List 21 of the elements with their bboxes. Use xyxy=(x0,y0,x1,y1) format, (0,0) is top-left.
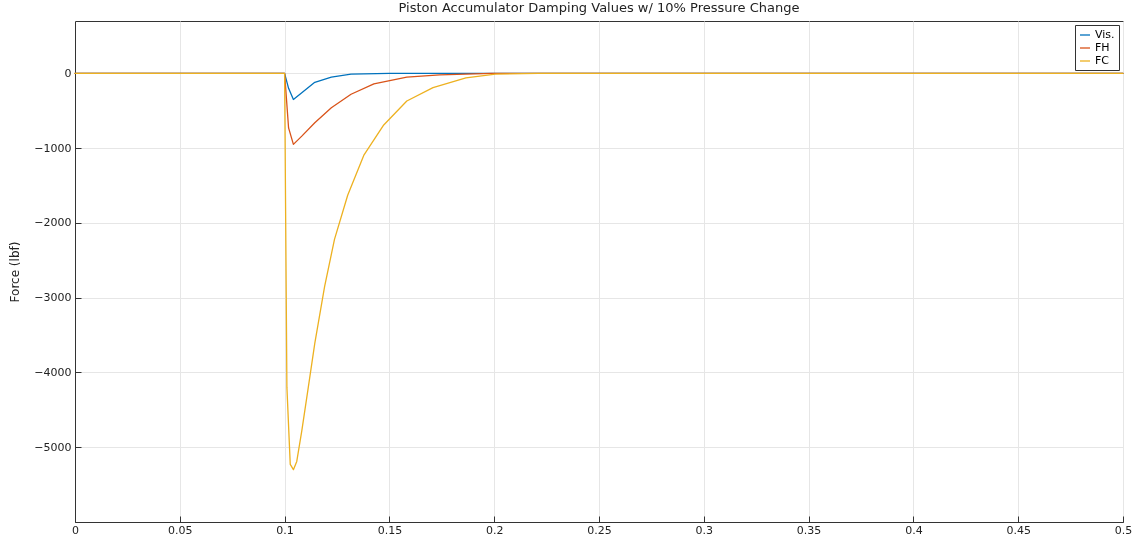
x-tick-label: 0.4 xyxy=(905,523,923,537)
x-tick-label: 0.3 xyxy=(695,523,714,537)
y-tick-label: −1000 xyxy=(34,141,72,155)
legend-label: FH xyxy=(1095,41,1110,54)
y-tick-label: −5000 xyxy=(34,440,72,454)
chart-title: Piston Accumulator Damping Values w/ 10% Pressure Change xyxy=(398,0,800,15)
y-tick-label: 0 xyxy=(64,66,72,80)
x-tick-label: 0.2 xyxy=(485,523,504,537)
x-tick-label: 0.15 xyxy=(377,523,403,537)
x-tick-label: 0.25 xyxy=(587,523,612,537)
x-tick-label: 0.5 xyxy=(1114,523,1133,537)
x-tick-label: 0.45 xyxy=(1006,523,1031,537)
legend-label: Vis. xyxy=(1095,28,1115,41)
y-axis-title: Force (lbf) xyxy=(8,241,23,303)
legend-label: FC xyxy=(1095,54,1110,67)
x-tick-label: 0.35 xyxy=(796,523,822,537)
y-tick-label: −4000 xyxy=(34,365,72,379)
y-tick-label: −3000 xyxy=(34,291,72,305)
y-tick-label: −2000 xyxy=(34,216,72,230)
x-tick-label: 0.05 xyxy=(168,523,193,537)
x-tick-label: 0.1 xyxy=(276,523,294,537)
